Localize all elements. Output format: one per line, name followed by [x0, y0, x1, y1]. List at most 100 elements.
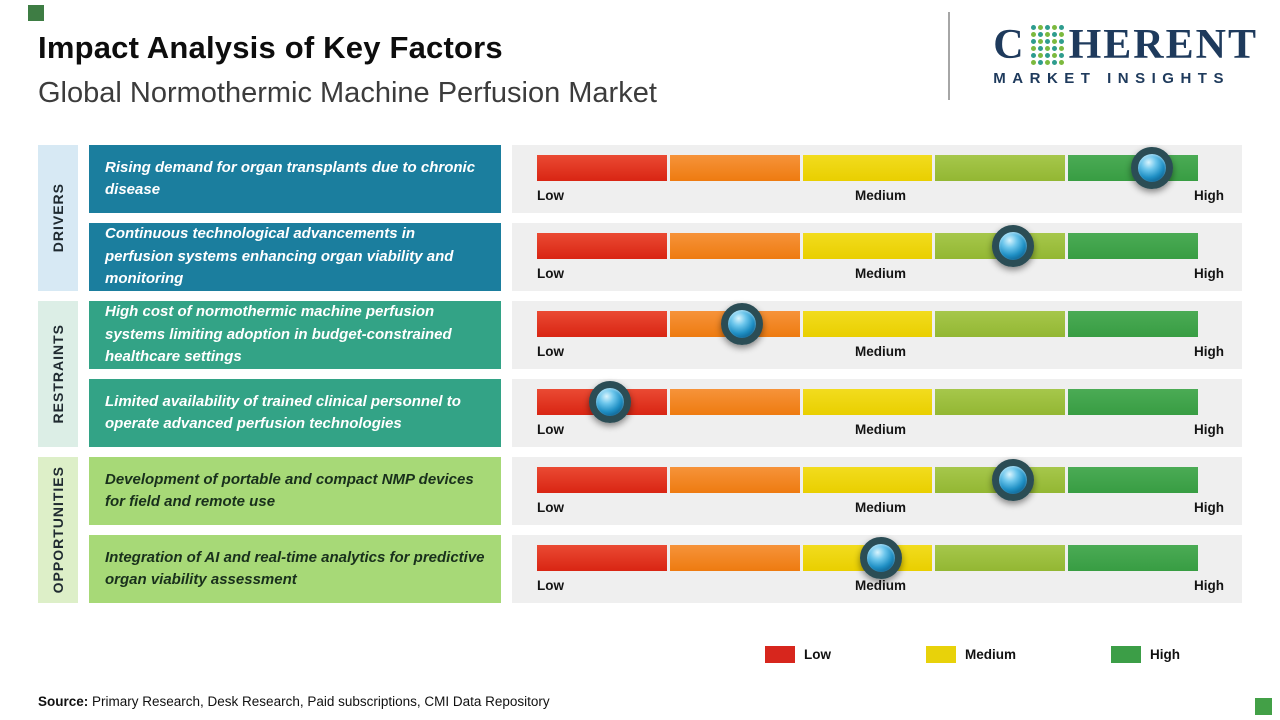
- scale-segment-yellowgreen: [935, 545, 1066, 571]
- brand-letter-c: C: [993, 22, 1026, 68]
- impact-knob[interactable]: [859, 537, 902, 579]
- legend-item-low: Low: [765, 646, 831, 663]
- scale-segment-yellow: [802, 389, 933, 415]
- scale-label-low: Low: [537, 266, 564, 281]
- impact-panel: Low Medium High: [512, 301, 1242, 369]
- scale-label-medium: Medium: [854, 500, 906, 515]
- impact-matrix: DRIVERS Rising demand for organ transpla…: [38, 145, 1242, 603]
- legend-label-medium: Medium: [964, 647, 1016, 662]
- factor-box: High cost of normothermic machine perfus…: [89, 301, 501, 369]
- scale-label-low: Low: [537, 500, 564, 515]
- factor-text: Development of portable and compact NMP …: [105, 470, 474, 511]
- category-strip-drivers: DRIVERS: [38, 145, 78, 291]
- legend-item-high: High: [1110, 646, 1180, 663]
- corner-accent-top-left: [28, 5, 44, 21]
- brand-wordmark: C HERENT: [993, 24, 1258, 66]
- brand-tagline: MARKET INSIGHTS: [993, 70, 1230, 87]
- scale-segment-yellowgreen: [935, 389, 1066, 415]
- factor-box: Rising demand for organ transplants due …: [89, 145, 501, 213]
- scale-segment-green: [1068, 233, 1198, 259]
- legend-label-high: High: [1149, 647, 1180, 662]
- brand-letters-rest: HERENT: [1068, 22, 1258, 68]
- scale-labels: Low Medium High: [537, 422, 1224, 437]
- header: Impact Analysis of Key Factors Global No…: [38, 30, 657, 110]
- scale-segment-green: [1068, 389, 1198, 415]
- impact-knob[interactable]: [991, 459, 1034, 501]
- category-label: OPPORTUNITIES: [50, 466, 66, 594]
- factor-text: Integration of AI and real-time analytic…: [105, 548, 485, 589]
- factor-text: High cost of normothermic machine perfus…: [105, 303, 452, 366]
- page-title: Impact Analysis of Key Factors: [38, 30, 503, 65]
- factor-box: Continuous technological advancements in…: [89, 223, 501, 291]
- scale-segment-red: [537, 233, 667, 259]
- impact-panel: Low Medium High: [512, 379, 1242, 447]
- impact-panel: Low Medium High: [512, 457, 1242, 525]
- scale-segment-orange: [669, 467, 800, 493]
- logo-divider: [948, 12, 950, 100]
- legend-swatch-medium: [925, 646, 956, 663]
- impact-scale-bar: [537, 381, 1198, 423]
- scale-segment-yellowgreen: [935, 155, 1066, 181]
- scale-labels: Low Medium High: [537, 344, 1224, 359]
- scale-segment-red: [537, 311, 667, 337]
- impact-knob[interactable]: [991, 225, 1034, 267]
- scale-segment-red: [537, 155, 667, 181]
- scale-segment-orange: [669, 389, 800, 415]
- scale-label-high: High: [1194, 500, 1224, 515]
- scale-segment-green: [1068, 545, 1198, 571]
- scale-label-medium: Medium: [854, 578, 906, 593]
- corner-accent-bottom-right: [1255, 698, 1272, 715]
- impact-knob[interactable]: [1130, 147, 1173, 189]
- impact-scale-bar: [537, 147, 1198, 189]
- scale-label-low: Low: [537, 422, 564, 437]
- factor-text: Rising demand for organ transplants due …: [105, 158, 476, 199]
- scale-labels: Low Medium High: [537, 188, 1224, 203]
- legend-swatch-low: [765, 646, 795, 663]
- source-text: Primary Research, Desk Research, Paid su…: [88, 694, 550, 709]
- scale-label-low: Low: [537, 188, 564, 203]
- impact-knob[interactable]: [720, 303, 763, 345]
- scale-label-low: Low: [537, 578, 564, 593]
- scale-label-medium: Medium: [854, 188, 906, 203]
- legend-label-low: Low: [804, 647, 831, 662]
- scale-segment-yellow: [802, 155, 933, 181]
- scale-labels: Low Medium High: [537, 266, 1224, 281]
- scale-segment-yellowgreen: [935, 311, 1066, 337]
- category-strip-opportunities: OPPORTUNITIES: [38, 457, 78, 603]
- category-label: DRIVERS: [50, 183, 66, 253]
- page-subtitle: Global Normothermic Machine Perfusion Ma…: [38, 77, 657, 109]
- impact-scale-bar: [537, 537, 1198, 579]
- scale-segment-orange: [669, 155, 800, 181]
- scale-segment-green: [1068, 311, 1198, 337]
- scale-segment-red: [537, 467, 667, 493]
- scale-label-high: High: [1194, 578, 1224, 593]
- source-label: Source:: [38, 694, 89, 709]
- factor-text: Limited availability of trained clinical…: [105, 392, 461, 433]
- scale-label-high: High: [1194, 422, 1224, 437]
- impact-panel: Low Medium High: [512, 223, 1242, 291]
- source-note: Source: Primary Research, Desk Research,…: [38, 694, 550, 709]
- scale-label-high: High: [1194, 188, 1224, 203]
- brand-logo: C HERENT MARKET INSIGHTS: [993, 24, 1258, 87]
- scale-label-medium: Medium: [854, 422, 906, 437]
- impact-scale-bar: [537, 225, 1198, 267]
- scale-label-high: High: [1194, 266, 1224, 281]
- scale-label-medium: Medium: [854, 266, 906, 281]
- impact-scale-bar: [537, 303, 1198, 345]
- legend: Low Medium High: [765, 646, 1180, 663]
- category-label: RESTRAINTS: [50, 324, 66, 424]
- impact-knob[interactable]: [588, 381, 631, 423]
- scale-label-low: Low: [537, 344, 564, 359]
- legend-swatch-high: [1110, 646, 1141, 663]
- scale-labels: Low Medium High: [537, 500, 1224, 515]
- factor-box: Limited availability of trained clinical…: [89, 379, 501, 447]
- scale-label-high: High: [1194, 344, 1224, 359]
- scale-segment-yellow: [802, 233, 933, 259]
- factor-text: Continuous technological advancements in…: [105, 225, 454, 288]
- legend-item-medium: Medium: [925, 646, 1016, 663]
- brand-dot-o-icon: [1030, 25, 1064, 65]
- scale-segment-green: [1068, 467, 1198, 493]
- scale-segment-red: [537, 545, 667, 571]
- scale-labels: Low Medium High: [537, 578, 1224, 593]
